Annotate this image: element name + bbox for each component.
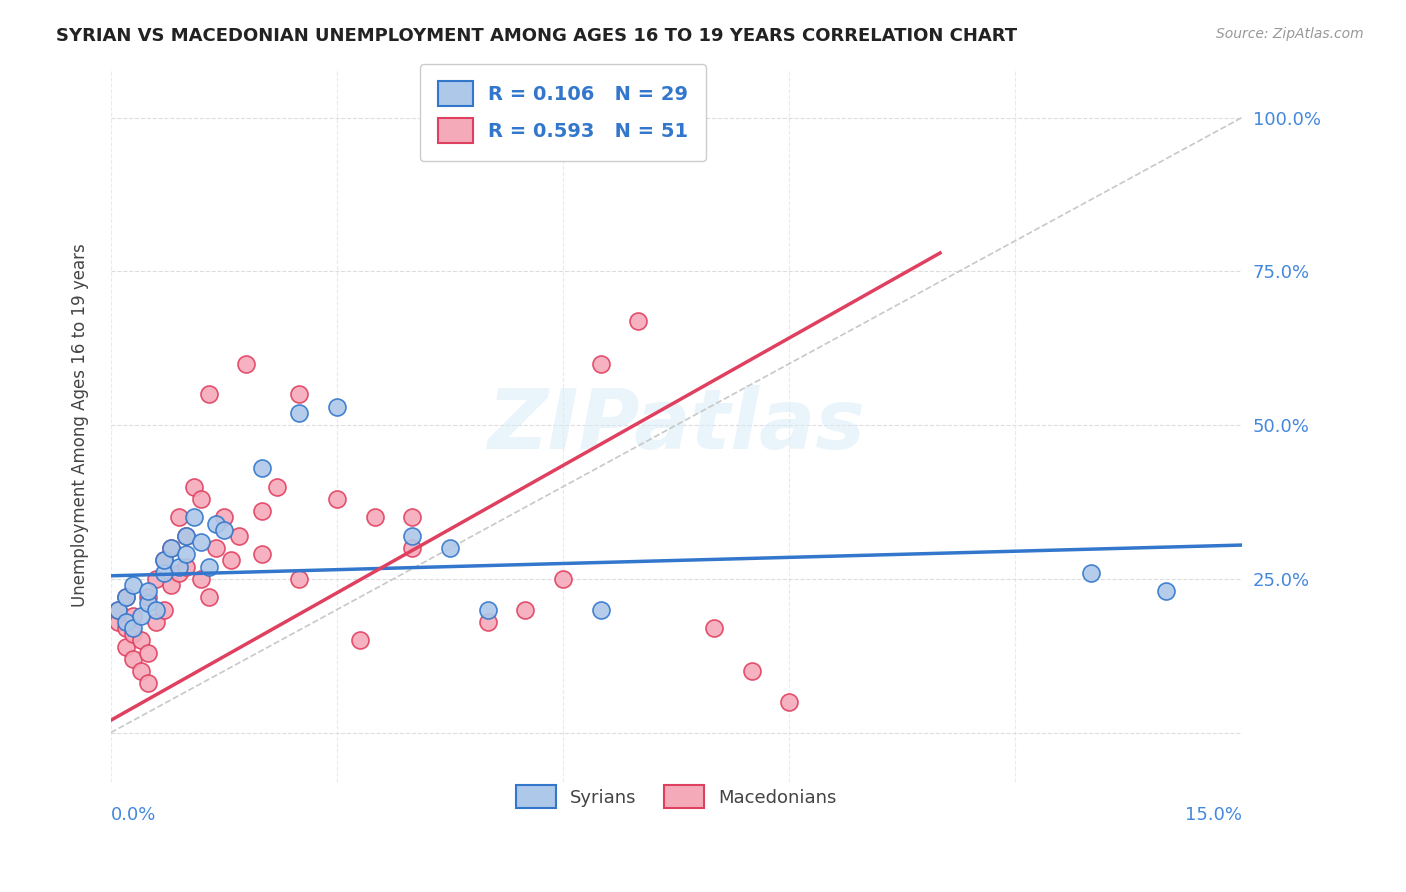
- Point: [152, 553, 174, 567]
- Point: [174, 529, 197, 543]
- Point: [197, 559, 219, 574]
- Point: [288, 572, 311, 586]
- Point: [326, 491, 349, 506]
- Text: 0.0%: 0.0%: [111, 806, 156, 824]
- Point: [115, 640, 138, 654]
- Point: [138, 676, 160, 690]
- Point: [235, 357, 257, 371]
- Point: [152, 602, 174, 616]
- Point: [190, 535, 212, 549]
- Point: [160, 541, 183, 556]
- Point: [122, 608, 145, 623]
- Point: [167, 559, 190, 574]
- Point: [183, 510, 205, 524]
- Point: [145, 602, 167, 616]
- Point: [1080, 566, 1102, 580]
- Text: Source: ZipAtlas.com: Source: ZipAtlas.com: [1216, 27, 1364, 41]
- Point: [122, 578, 145, 592]
- Point: [167, 510, 190, 524]
- Point: [138, 646, 160, 660]
- Point: [250, 547, 273, 561]
- Point: [515, 602, 537, 616]
- Point: [349, 633, 371, 648]
- Point: [152, 566, 174, 580]
- Point: [589, 357, 612, 371]
- Point: [145, 572, 167, 586]
- Point: [1154, 584, 1177, 599]
- Point: [183, 480, 205, 494]
- Point: [439, 541, 461, 556]
- Point: [107, 602, 129, 616]
- Point: [115, 591, 138, 605]
- Point: [138, 584, 160, 599]
- Point: [107, 615, 129, 629]
- Point: [160, 541, 183, 556]
- Legend: Syrians, Macedonians: Syrians, Macedonians: [502, 771, 851, 822]
- Point: [778, 695, 800, 709]
- Point: [129, 608, 152, 623]
- Point: [401, 529, 423, 543]
- Point: [122, 652, 145, 666]
- Point: [122, 627, 145, 641]
- Point: [221, 553, 243, 567]
- Point: [326, 400, 349, 414]
- Point: [197, 591, 219, 605]
- Point: [115, 621, 138, 635]
- Point: [477, 615, 499, 629]
- Point: [212, 523, 235, 537]
- Point: [190, 572, 212, 586]
- Point: [174, 529, 197, 543]
- Y-axis label: Unemployment Among Ages 16 to 19 years: Unemployment Among Ages 16 to 19 years: [72, 244, 89, 607]
- Point: [152, 553, 174, 567]
- Point: [115, 615, 138, 629]
- Point: [129, 633, 152, 648]
- Point: [138, 597, 160, 611]
- Point: [167, 566, 190, 580]
- Point: [197, 387, 219, 401]
- Point: [228, 529, 250, 543]
- Point: [551, 572, 574, 586]
- Point: [401, 510, 423, 524]
- Point: [250, 461, 273, 475]
- Point: [205, 516, 228, 531]
- Point: [145, 615, 167, 629]
- Point: [589, 602, 612, 616]
- Point: [288, 387, 311, 401]
- Point: [627, 313, 650, 327]
- Point: [190, 491, 212, 506]
- Text: SYRIAN VS MACEDONIAN UNEMPLOYMENT AMONG AGES 16 TO 19 YEARS CORRELATION CHART: SYRIAN VS MACEDONIAN UNEMPLOYMENT AMONG …: [56, 27, 1018, 45]
- Point: [477, 602, 499, 616]
- Text: ZIPatlas: ZIPatlas: [488, 384, 865, 466]
- Point: [174, 547, 197, 561]
- Point: [205, 541, 228, 556]
- Point: [138, 591, 160, 605]
- Text: 15.0%: 15.0%: [1185, 806, 1241, 824]
- Point: [129, 664, 152, 678]
- Point: [250, 504, 273, 518]
- Point: [266, 480, 288, 494]
- Point: [160, 578, 183, 592]
- Point: [363, 510, 385, 524]
- Point: [174, 559, 197, 574]
- Point: [288, 406, 311, 420]
- Point: [122, 621, 145, 635]
- Point: [401, 541, 423, 556]
- Point: [212, 510, 235, 524]
- Point: [741, 664, 763, 678]
- Point: [107, 602, 129, 616]
- Point: [115, 591, 138, 605]
- Point: [703, 621, 725, 635]
